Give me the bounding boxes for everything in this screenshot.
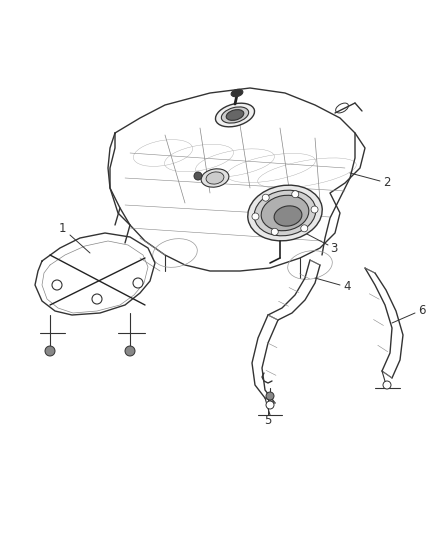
Circle shape xyxy=(194,172,202,180)
Text: 4: 4 xyxy=(343,280,351,294)
Ellipse shape xyxy=(215,103,254,127)
Ellipse shape xyxy=(231,90,243,96)
Ellipse shape xyxy=(254,190,316,236)
Circle shape xyxy=(125,346,135,356)
Circle shape xyxy=(271,228,278,235)
Ellipse shape xyxy=(226,110,244,120)
Ellipse shape xyxy=(261,195,309,231)
Text: 3: 3 xyxy=(330,241,338,254)
Circle shape xyxy=(262,194,269,201)
Text: 2: 2 xyxy=(383,176,391,190)
Circle shape xyxy=(45,346,55,356)
Text: 5: 5 xyxy=(264,415,272,427)
Ellipse shape xyxy=(206,172,224,184)
Circle shape xyxy=(383,381,391,389)
Circle shape xyxy=(266,392,274,400)
Circle shape xyxy=(252,213,259,220)
Circle shape xyxy=(133,278,143,288)
Circle shape xyxy=(292,191,299,198)
Circle shape xyxy=(311,206,318,213)
Circle shape xyxy=(301,225,308,232)
Text: 1: 1 xyxy=(58,222,66,236)
Ellipse shape xyxy=(201,169,229,187)
Circle shape xyxy=(92,294,102,304)
Circle shape xyxy=(266,401,274,409)
Ellipse shape xyxy=(221,107,249,123)
Text: 6: 6 xyxy=(418,304,426,318)
Circle shape xyxy=(52,280,62,290)
Ellipse shape xyxy=(248,185,322,241)
Ellipse shape xyxy=(274,206,302,226)
